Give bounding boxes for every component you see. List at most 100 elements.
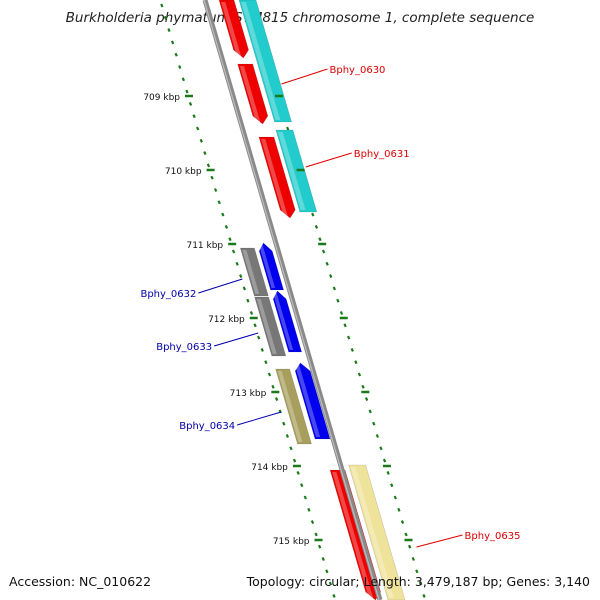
tick-label: 711 kbp <box>186 241 223 251</box>
tick-dot-left <box>328 581 333 586</box>
tick-dot-left <box>160 3 164 8</box>
tick-dot-left <box>321 557 325 561</box>
gene-callout-line <box>416 534 463 548</box>
tick-dot-left <box>296 470 300 475</box>
tick-dot-left <box>271 384 275 389</box>
backbone-highlight <box>203 0 380 600</box>
cds-bphy-0634-highlight <box>294 365 321 437</box>
feature-bphy-0634-highlight <box>277 371 303 442</box>
tick-dot-left <box>253 323 257 328</box>
tick-dot-left <box>185 89 189 94</box>
cds-bphy-0633-highlight <box>272 293 294 350</box>
tick-dot-left <box>174 52 178 57</box>
tick-dot-left <box>228 237 232 242</box>
cds-bphy-0630 <box>218 0 249 59</box>
tick-dot-right <box>321 249 326 254</box>
gene-label-bphy_0630[interactable]: Bphy_0630 <box>330 65 386 76</box>
tick-dot-left <box>285 434 290 438</box>
cds-bphy-0630-highlight <box>221 2 242 56</box>
cds-bphy-0631-highlight <box>261 139 288 216</box>
gene-label-bphy_0635[interactable]: Bphy_0635 <box>465 531 521 542</box>
summary-label: Topology: circular; Length: 3,479,187 bp… <box>246 574 590 589</box>
tick-label: 709 kbp <box>143 93 180 103</box>
tick-dot-right <box>400 520 405 525</box>
tick-dot-right <box>364 397 369 402</box>
tick-dot-right <box>368 409 372 414</box>
cds-bphy-0633 <box>272 290 303 353</box>
tick-labels: 709 kbp 710 kbp 711 kbp 712 kbp 713 kbp 714 k… <box>143 93 413 547</box>
tick-dot-left <box>213 188 218 192</box>
feature-bphy-0633-highlight <box>256 299 277 354</box>
tick-dot-left <box>163 15 168 20</box>
tick-dot-left <box>300 483 304 488</box>
gene-label-bphy_0632[interactable]: Bphy_0632 <box>140 289 196 300</box>
cds-bphy-0632-highlight <box>258 245 276 288</box>
tick-dot-right <box>332 286 336 291</box>
tick-label: 714 kbp <box>251 463 288 473</box>
tick-dot-right <box>404 532 408 537</box>
feature-bphy-0630 <box>238 0 292 123</box>
gene-callout-line <box>198 278 243 294</box>
tick-dot-right <box>318 237 322 242</box>
tick-dot-left <box>235 261 239 266</box>
tick-dot-left <box>178 65 182 69</box>
tick-dot-left <box>260 347 264 352</box>
feature-tracks <box>218 0 406 600</box>
cds-bphy-0630b-highlight <box>239 66 261 122</box>
tick-dot-left <box>274 397 279 402</box>
tick-dot-left <box>267 372 272 377</box>
tick-dot-left <box>221 212 225 217</box>
gene-label-bphy_0631[interactable]: Bphy_0631 <box>354 149 410 160</box>
cds-bphy-0630b <box>237 63 269 125</box>
gene-labels: Bphy_0630 Bphy_0631 Bphy_0632 Bphy_0633 Bphy… <box>140 65 521 548</box>
tick-dot-left <box>239 274 243 279</box>
tick-dot-left <box>249 311 254 315</box>
tick-dot-right <box>347 335 351 340</box>
tick-dot-left <box>307 507 311 512</box>
tick-dot-right <box>336 298 340 303</box>
gene-label-bphy_0633[interactable]: Bphy_0633 <box>156 342 212 353</box>
feature-bphy-0631-highlight <box>278 132 306 210</box>
tick-dot-right <box>379 446 383 451</box>
tick-dot-right <box>422 593 426 598</box>
tick-dot-left <box>246 298 250 303</box>
accession-label: Accession: NC_010622 <box>9 574 152 589</box>
tick-dot-left <box>314 532 318 537</box>
tick-dot-left <box>292 458 297 463</box>
gene-callout-line <box>305 152 352 168</box>
cds-bphy-0631 <box>258 136 296 219</box>
tick-label: 710 kbp <box>165 167 202 177</box>
tick-dot-right <box>415 569 419 574</box>
feature-bphy-0632 <box>239 247 269 297</box>
cds-bphy-0632 <box>258 242 284 291</box>
tick-dot-left <box>282 421 286 426</box>
feature-bphy-0632-highlight <box>242 250 260 294</box>
tick-dot-right <box>357 372 362 377</box>
tick-dot-left <box>318 544 322 549</box>
tick-dot-right <box>311 212 315 217</box>
tick-dot-left <box>199 138 203 143</box>
tick-dot-right <box>361 384 365 389</box>
gene-callout-line <box>237 411 282 426</box>
gene-callout-line <box>281 68 328 85</box>
gene-label-bphy_0634[interactable]: Bphy_0634 <box>179 421 235 432</box>
map-title: Burkholderia phymatum STM815 chromosome … <box>65 10 535 26</box>
tick-dot-left <box>217 200 221 205</box>
feature-bphy-0634 <box>275 368 312 445</box>
tick-dot-right <box>350 347 354 352</box>
tick-dot-left <box>242 286 246 291</box>
feature-bphy-0635 <box>348 464 406 600</box>
tick-dot-left <box>289 446 293 451</box>
tick-dot-right <box>354 360 358 365</box>
feature-bphy-0630-highlight <box>241 2 281 120</box>
tick-dot-right <box>372 421 376 426</box>
tick-label: 712 kbp <box>208 315 245 325</box>
gene-callout-line <box>213 332 259 347</box>
tick-dot-right <box>325 261 329 266</box>
tick-dot-right <box>329 274 333 279</box>
tick-dot-left <box>196 126 200 131</box>
tick-dot-right <box>375 434 380 438</box>
tick-dot-left <box>303 495 307 500</box>
tick-dot-left <box>210 175 214 180</box>
